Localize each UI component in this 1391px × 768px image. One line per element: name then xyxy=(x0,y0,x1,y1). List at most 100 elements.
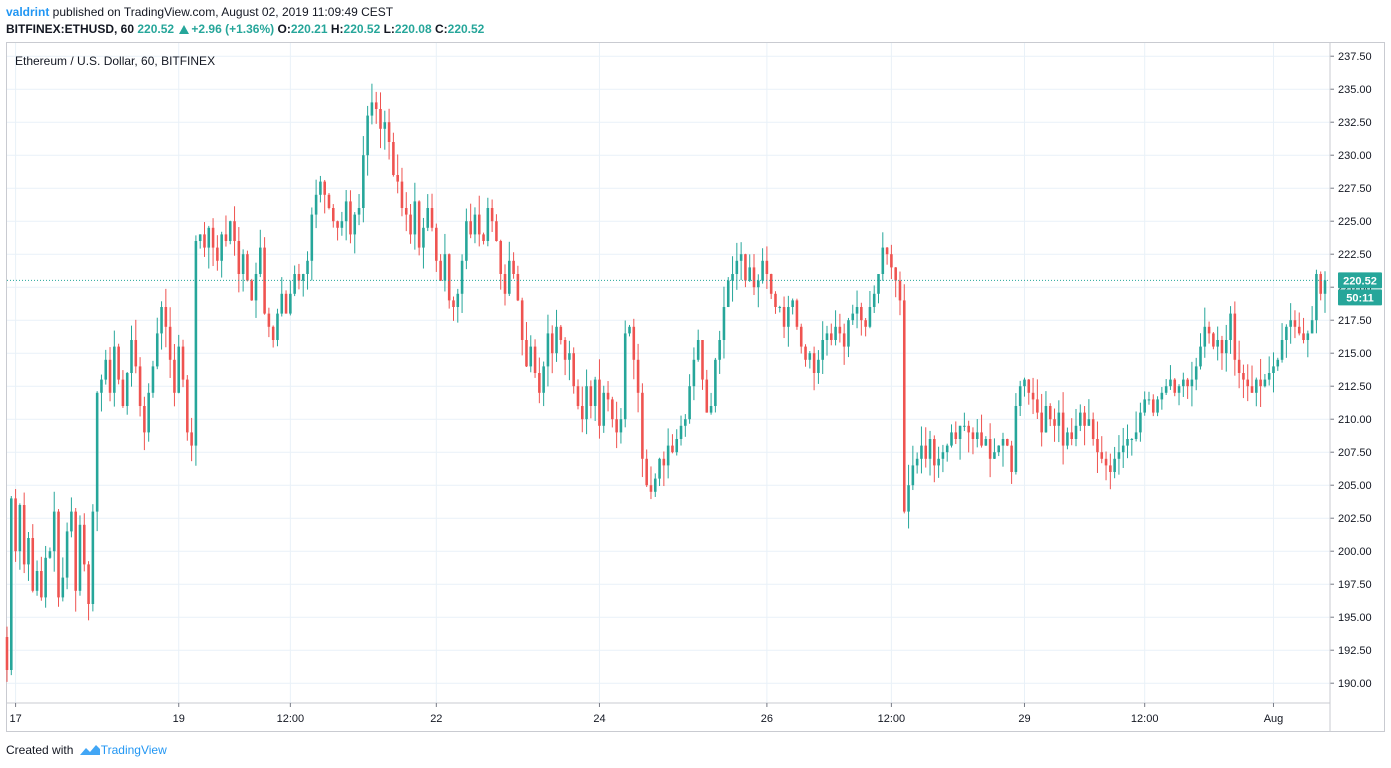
candle xyxy=(1297,312,1301,336)
high-value: 220.52 xyxy=(343,22,381,36)
candle xyxy=(413,182,417,250)
candle xyxy=(267,307,271,338)
candle xyxy=(559,324,563,345)
candle xyxy=(838,313,842,343)
candle xyxy=(589,380,593,419)
candle xyxy=(593,376,597,421)
candle xyxy=(1006,438,1009,447)
low-label: L: xyxy=(383,22,395,36)
candle xyxy=(447,253,451,309)
candle xyxy=(194,235,198,466)
tradingview-logo-icon xyxy=(79,745,100,755)
candle xyxy=(709,392,713,415)
tradingview-link[interactable]: TradingView xyxy=(100,743,167,757)
close-label: C: xyxy=(434,22,448,36)
candle xyxy=(117,343,120,385)
candle xyxy=(349,190,352,244)
candle xyxy=(533,339,537,378)
candle xyxy=(465,208,468,270)
candle xyxy=(920,426,923,474)
candle xyxy=(851,304,855,325)
candle xyxy=(1242,364,1245,399)
candle xyxy=(22,492,26,574)
candle xyxy=(280,277,284,317)
candle xyxy=(1302,317,1305,344)
candle xyxy=(585,369,588,435)
candle xyxy=(207,225,211,269)
candle xyxy=(808,351,812,369)
candle xyxy=(1323,271,1327,313)
time-axis[interactable]: 17 19 12:00 22 24 26 12:00 29 12:00 Aug xyxy=(7,702,1330,725)
candle xyxy=(125,371,129,415)
up-arrow-icon xyxy=(179,25,190,34)
price-tick-label: 200.00 xyxy=(1338,546,1372,558)
candle xyxy=(1224,324,1228,372)
candle xyxy=(894,267,897,298)
high-label: H: xyxy=(330,22,344,36)
countdown-label: 50:11 xyxy=(1346,292,1374,304)
candle xyxy=(546,314,550,387)
candle xyxy=(374,91,378,124)
candle xyxy=(1319,271,1322,301)
price-axis[interactable]: 190.00 192.50 195.00 197.50 200.00 202.50 205.… xyxy=(1329,43,1372,731)
candle xyxy=(1255,377,1258,407)
candle xyxy=(825,325,829,356)
candle xyxy=(310,207,314,281)
candle xyxy=(984,436,988,446)
low-value: 220.08 xyxy=(394,22,432,36)
candle xyxy=(804,344,807,367)
countdown-tag: 50:11 xyxy=(1338,289,1382,306)
candle xyxy=(649,466,653,500)
candle xyxy=(108,347,112,402)
candle xyxy=(168,307,172,378)
candle xyxy=(924,427,928,468)
last-price-tag: 220.52 xyxy=(1338,272,1382,289)
author-name[interactable]: valdrint xyxy=(6,5,50,19)
candle xyxy=(860,302,863,336)
candle xyxy=(765,246,769,289)
candle xyxy=(902,284,906,514)
time-tick-label: 24 xyxy=(593,713,605,725)
candle xyxy=(555,309,558,362)
candle xyxy=(366,105,369,176)
price-tick-label: 215.00 xyxy=(1338,348,1372,360)
candle xyxy=(301,273,305,297)
time-tick-label: Aug xyxy=(1264,713,1284,725)
candle xyxy=(186,375,189,441)
candle xyxy=(1121,427,1125,468)
candle xyxy=(18,503,22,570)
candle xyxy=(598,359,601,439)
price-tick-label: 202.50 xyxy=(1338,513,1372,525)
candle xyxy=(78,515,82,596)
grid xyxy=(7,43,1330,703)
candle xyxy=(1164,379,1168,396)
candle xyxy=(1001,432,1005,467)
close-value: 220.52 xyxy=(447,22,485,36)
candle xyxy=(246,250,249,282)
price-tick-label: 207.50 xyxy=(1338,447,1372,459)
candle xyxy=(692,347,696,401)
candle xyxy=(1010,440,1013,484)
candle xyxy=(396,154,399,194)
candle xyxy=(787,295,790,347)
candle xyxy=(336,220,339,241)
time-tick-label: 12:00 xyxy=(277,713,305,725)
candle xyxy=(82,513,86,572)
candle xyxy=(1031,377,1035,415)
candle xyxy=(1246,364,1250,402)
candle xyxy=(508,241,511,297)
candle xyxy=(404,192,408,232)
time-tick-label: 12:00 xyxy=(878,713,906,725)
time-tick-label: 29 xyxy=(1018,713,1030,725)
candle xyxy=(679,415,683,446)
candle xyxy=(542,361,545,407)
candle xyxy=(216,235,219,271)
candle xyxy=(877,273,880,304)
candle xyxy=(456,288,460,323)
candle xyxy=(104,349,108,385)
chart-frame xyxy=(6,42,1385,732)
candle xyxy=(1156,396,1159,417)
candle xyxy=(155,317,159,370)
candle xyxy=(980,414,983,448)
